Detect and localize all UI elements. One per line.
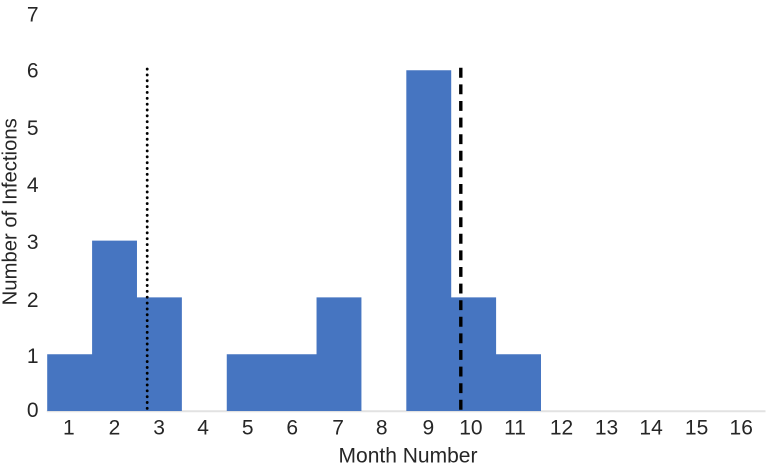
- svg-text:2: 2: [27, 289, 39, 312]
- svg-text:0: 0: [27, 399, 39, 422]
- svg-text:12: 12: [550, 416, 573, 439]
- svg-text:16: 16: [730, 416, 753, 439]
- svg-text:7: 7: [332, 416, 344, 439]
- svg-text:8: 8: [376, 416, 388, 439]
- svg-text:6: 6: [286, 416, 298, 439]
- svg-text:10: 10: [459, 416, 482, 439]
- svg-text:7: 7: [27, 3, 39, 26]
- svg-text:9: 9: [422, 416, 434, 439]
- svg-text:15: 15: [685, 416, 708, 439]
- svg-text:13: 13: [595, 416, 618, 439]
- svg-text:4: 4: [197, 416, 209, 439]
- svg-text:Number of Infections: Number of Infections: [0, 118, 22, 305]
- svg-text:5: 5: [27, 117, 39, 140]
- svg-text:3: 3: [27, 231, 39, 254]
- svg-text:1: 1: [63, 416, 75, 439]
- svg-text:Month Number: Month Number: [339, 445, 478, 466]
- svg-text:1: 1: [27, 345, 39, 368]
- svg-text:4: 4: [27, 174, 39, 197]
- svg-text:6: 6: [27, 60, 39, 83]
- svg-text:11: 11: [504, 416, 526, 439]
- svg-text:3: 3: [153, 416, 165, 439]
- svg-text:14: 14: [639, 416, 663, 439]
- svg-text:2: 2: [109, 416, 121, 439]
- svg-text:5: 5: [242, 416, 254, 439]
